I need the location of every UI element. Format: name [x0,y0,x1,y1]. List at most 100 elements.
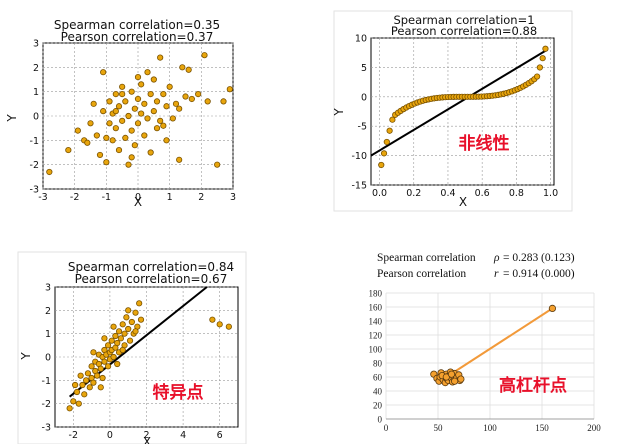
panel-2-x-axis-title: X [459,195,467,209]
p1-data-point [226,86,233,93]
p3-data-point [110,323,117,330]
p3-data-point [97,365,104,372]
p1-data-point [214,161,221,168]
p1-x-tick-label: -2 [70,192,79,203]
p3-data-point [137,316,145,323]
p4-y-tick-label: 180 [369,289,383,299]
p4-data-point [447,370,456,378]
panel-2-fit-line [370,48,548,157]
panel-4-pearson-p: (0.000) [541,268,575,280]
panel-3-subtitle: Pearson correlation=0.67 [75,272,228,286]
p3-data-point [132,309,139,316]
panel-2-y-axis-title: Y [332,108,346,117]
p3-data-point [123,314,130,321]
p4-x-tick-label: 200 [587,423,601,433]
panel-4-stats-line-1: Spearman correlation ρ = 0.283 (0.123) [377,252,575,264]
panel-4-pearson-value: = 0.914 [503,268,538,280]
p1-data-point [182,93,189,100]
panel-3-title: Spearman correlation=0.84 [68,260,234,274]
p1-data-point [100,69,107,76]
p1-data-point [74,127,81,134]
p1-data-point [96,151,104,159]
p1-data-point [131,142,138,149]
panel-1-subtitle: Pearson correlation=0.37 [61,30,214,44]
p1-data-point [195,91,202,98]
p1-y-tick-label: 0 [33,112,39,123]
p1-data-point [147,149,154,156]
p4-y-tick-label: 20 [373,401,383,411]
p3-data-point [136,300,143,307]
p1-data-point [144,69,151,76]
p1-data-point [128,88,135,95]
p1-data-point [134,120,142,127]
panel-1-title: Spearman correlation=0.35 [54,18,220,32]
p1-data-point [65,146,72,154]
p3-data-point [132,328,139,335]
p2-x-tick-label: 0.0 [372,188,387,199]
p4-x-tick-label: 50 [434,423,444,433]
p3-data-point [119,346,126,354]
p1-data-point [134,95,142,103]
p3-y-tick-label: -1 [42,376,51,387]
p1-data-point [112,91,119,98]
p1-data-point [204,98,211,105]
p1-data-point [144,115,151,122]
panel-4: Spearman correlation ρ = 0.283 (0.123) P… [369,252,602,433]
p4-y-tick-label: 140 [369,317,383,327]
p1-data-point [147,91,154,98]
p3-data-point [72,381,79,389]
p3-data-point [99,374,106,382]
p3-data-point [225,323,232,330]
panel-1-points [46,52,233,176]
p4-y-tick-label: 160 [369,303,383,313]
p2-x-tick-label: 0.6 [475,188,490,199]
p4-data-point [457,375,465,383]
p1-data-point [109,137,116,144]
p3-y-tick-label: 2 [45,306,51,317]
panel-4-spearman-symbol: ρ [493,252,500,264]
p3-data-point [108,337,115,344]
p3-data-point [73,388,81,396]
p1-data-point [172,100,180,107]
panel-4-spearman-label: Spearman correlation [377,252,476,264]
p2-x-tick-label: 1.0 [543,188,558,199]
p3-data-point [101,358,108,365]
panel-3-x-axis-title: X [143,435,151,444]
panel-4-spearman-p: (0.123) [541,252,575,264]
p3-y-tick-label: 0 [45,353,51,364]
p1-x-tick-label: 3 [230,192,236,203]
p3-data-point [104,342,112,349]
p1-data-point [166,83,173,90]
panel-1-y-axis-title: Y [5,114,19,123]
p3-data-point [75,400,82,407]
p4-x-tick-label: 100 [483,423,497,433]
p1-data-point [138,81,145,88]
panel-3: Spearman correlation=0.84 Pearson correl… [17,251,247,444]
p3-data-point [114,360,121,368]
p3-data-point [104,363,112,370]
p1-data-point [103,134,110,141]
panel-4-fit-line [442,307,553,380]
p1-data-point [163,103,170,110]
p1-y-tick-label: -2 [30,160,39,171]
p3-data-point [121,330,128,337]
p1-data-point [128,127,135,134]
panel-4-points [430,304,557,387]
panel-2-grid [371,37,554,186]
p3-y-tick-label: 3 [45,283,51,294]
p1-y-tick-label: -1 [30,136,39,147]
panel-4-pearson-symbol: r [494,268,499,280]
p1-data-point [125,112,132,120]
p1-data-point [106,98,113,105]
panel-3-points [66,300,232,412]
p1-data-point [176,156,183,163]
p3-data-point [70,398,77,405]
p1-data-point [46,168,53,176]
p2-y-tick-label: -10 [351,151,367,162]
p1-data-point [157,54,164,61]
panel-2-title: Spearman correlation=1 [393,13,534,27]
p1-data-point [176,105,183,112]
p3-x-tick-label: 0 [107,430,113,441]
p2-y-tick-label: -5 [358,122,367,133]
